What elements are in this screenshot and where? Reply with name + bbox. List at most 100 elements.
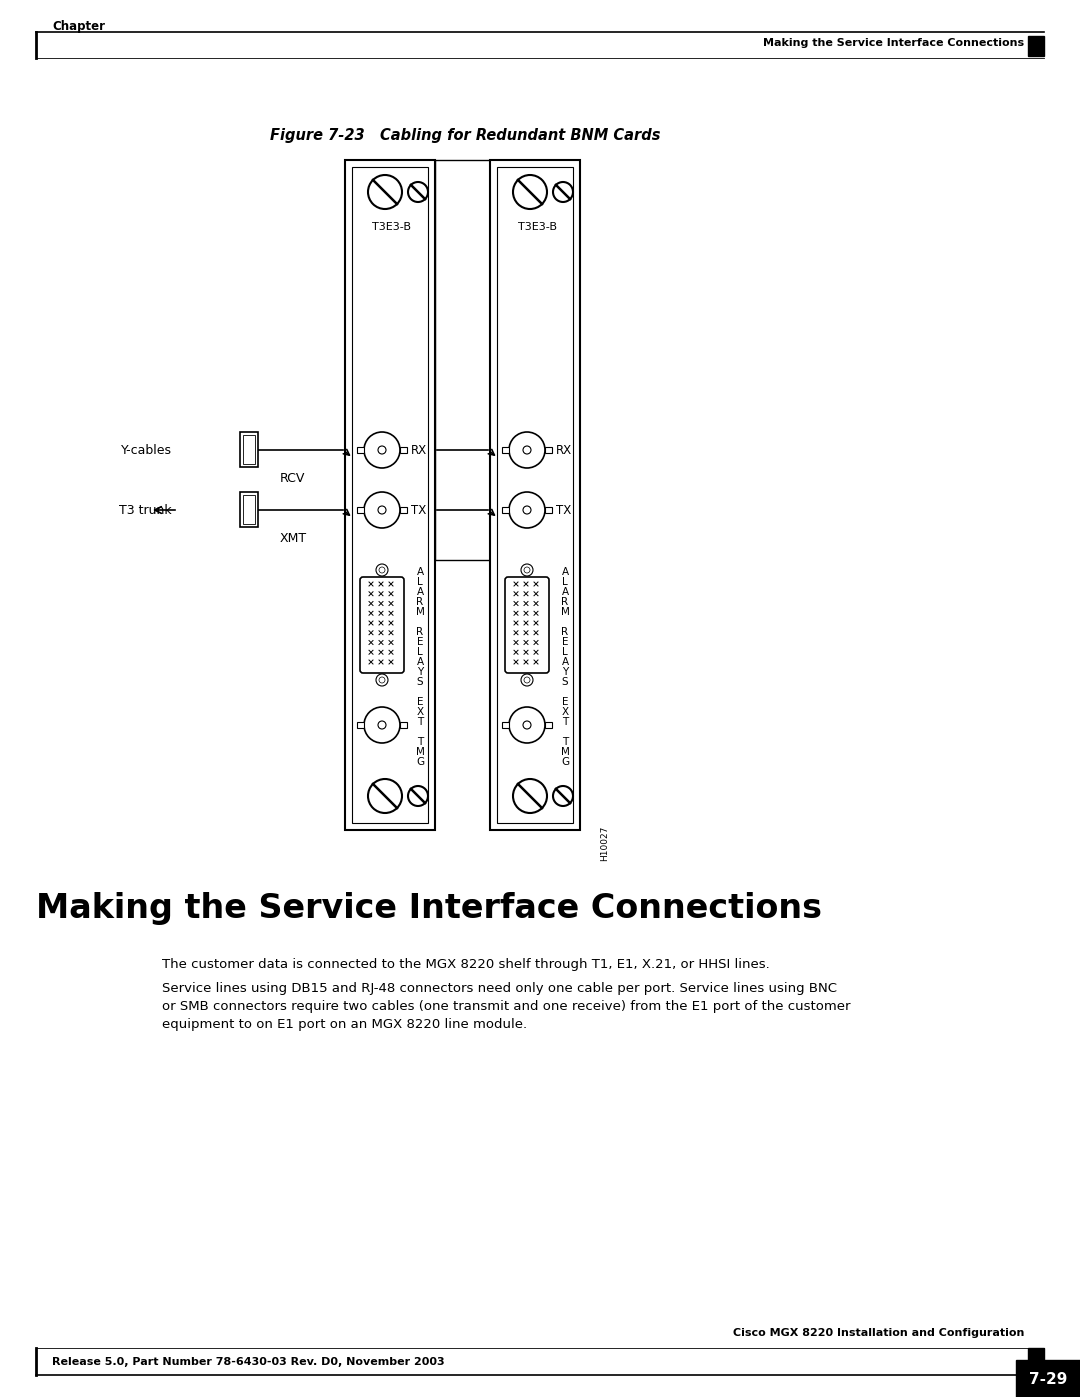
- Text: XMT: XMT: [280, 532, 307, 545]
- Bar: [357, 507, 364, 513]
- Text: TX: TX: [411, 503, 427, 517]
- Text: Figure 7-23   Cabling for Redundant BNM Cards: Figure 7-23 Cabling for Redundant BNM Ca…: [270, 129, 661, 142]
- Bar: [243, 434, 255, 464]
- Text: G: G: [416, 757, 424, 767]
- Text: Chapter: Chapter: [52, 20, 105, 34]
- Circle shape: [509, 492, 545, 528]
- FancyBboxPatch shape: [505, 577, 549, 673]
- Circle shape: [364, 707, 400, 743]
- Text: E: E: [417, 697, 423, 707]
- Text: RX: RX: [556, 443, 572, 457]
- Text: G: G: [561, 757, 569, 767]
- Text: Y: Y: [417, 666, 423, 678]
- Text: L: L: [417, 577, 423, 587]
- Text: M: M: [561, 747, 569, 757]
- Text: E: E: [562, 637, 568, 647]
- Text: Cisco MGX 8220 Installation and Configuration: Cisco MGX 8220 Installation and Configur…: [732, 1329, 1024, 1338]
- Text: X: X: [417, 707, 423, 717]
- Circle shape: [379, 567, 384, 573]
- Circle shape: [379, 678, 384, 683]
- Text: T3E3-B: T3E3-B: [517, 222, 556, 232]
- Bar: [240, 492, 258, 527]
- Circle shape: [368, 780, 402, 813]
- Circle shape: [513, 175, 546, 210]
- Text: Release 5.0, Part Number 78-6430-03 Rev. D0, November 2003: Release 5.0, Part Number 78-6430-03 Rev.…: [52, 1356, 445, 1368]
- Bar: [243, 495, 255, 524]
- Circle shape: [524, 567, 530, 573]
- Text: S: S: [417, 678, 423, 687]
- Bar: [545, 507, 552, 513]
- Circle shape: [523, 506, 531, 514]
- Text: A: A: [562, 567, 568, 577]
- Text: L: L: [417, 647, 423, 657]
- Bar: [357, 447, 364, 453]
- Circle shape: [523, 721, 531, 729]
- Bar: [357, 722, 364, 728]
- Text: Making the Service Interface Connections: Making the Service Interface Connections: [762, 38, 1024, 47]
- Text: M: M: [416, 747, 424, 757]
- Text: Service lines using DB15 and RJ-48 connectors need only one cable per port. Serv: Service lines using DB15 and RJ-48 conne…: [162, 982, 837, 995]
- Circle shape: [509, 707, 545, 743]
- Text: S: S: [562, 678, 568, 687]
- Circle shape: [553, 787, 573, 806]
- Bar: [400, 507, 407, 513]
- Circle shape: [376, 673, 388, 686]
- Bar: [545, 722, 552, 728]
- Text: R: R: [417, 627, 423, 637]
- Bar: [400, 722, 407, 728]
- Circle shape: [509, 432, 545, 468]
- Text: TX: TX: [556, 503, 571, 517]
- Text: M: M: [561, 608, 569, 617]
- Text: R: R: [562, 627, 568, 637]
- Bar: [240, 432, 258, 467]
- Text: E: E: [562, 697, 568, 707]
- Text: 7-29: 7-29: [1029, 1372, 1067, 1387]
- Circle shape: [368, 175, 402, 210]
- Circle shape: [364, 432, 400, 468]
- Text: X: X: [562, 707, 568, 717]
- Bar: [490, 161, 580, 830]
- FancyBboxPatch shape: [360, 577, 404, 673]
- Text: T3E3-B: T3E3-B: [373, 222, 411, 232]
- Text: R: R: [562, 597, 568, 608]
- Circle shape: [521, 564, 534, 576]
- Bar: [502, 447, 509, 453]
- Circle shape: [408, 182, 428, 203]
- Bar: [345, 161, 435, 830]
- Text: T: T: [417, 738, 423, 747]
- Circle shape: [513, 780, 546, 813]
- Text: L: L: [562, 647, 568, 657]
- Text: H10027: H10027: [600, 826, 609, 862]
- Text: RCV: RCV: [280, 472, 306, 485]
- Text: M: M: [416, 608, 424, 617]
- Circle shape: [378, 446, 386, 454]
- Text: A: A: [417, 657, 423, 666]
- Circle shape: [553, 182, 573, 203]
- Bar: [545, 447, 552, 453]
- Bar: [497, 168, 573, 823]
- Text: Y: Y: [562, 666, 568, 678]
- Bar: [502, 507, 509, 513]
- Bar: [352, 168, 428, 823]
- Text: RX: RX: [411, 443, 427, 457]
- Bar: [435, 161, 490, 560]
- Text: A: A: [562, 657, 568, 666]
- Circle shape: [523, 446, 531, 454]
- Text: or SMB connectors require two cables (one transmit and one receive) from the E1 : or SMB connectors require two cables (on…: [162, 1000, 851, 1013]
- Text: T: T: [417, 717, 423, 726]
- Text: Y-cables: Y-cables: [121, 443, 172, 457]
- Circle shape: [378, 721, 386, 729]
- Circle shape: [524, 678, 530, 683]
- Bar: [502, 722, 509, 728]
- Text: A: A: [417, 587, 423, 597]
- Circle shape: [408, 787, 428, 806]
- Text: T: T: [562, 717, 568, 726]
- Text: The customer data is connected to the MGX 8220 shelf through T1, E1, X.21, or HH: The customer data is connected to the MG…: [162, 958, 770, 971]
- Circle shape: [364, 492, 400, 528]
- Bar: [1016, 1361, 1080, 1397]
- Text: T3 trunk: T3 trunk: [120, 503, 172, 517]
- Circle shape: [521, 673, 534, 686]
- Text: A: A: [562, 587, 568, 597]
- Circle shape: [376, 564, 388, 576]
- Text: E: E: [417, 637, 423, 647]
